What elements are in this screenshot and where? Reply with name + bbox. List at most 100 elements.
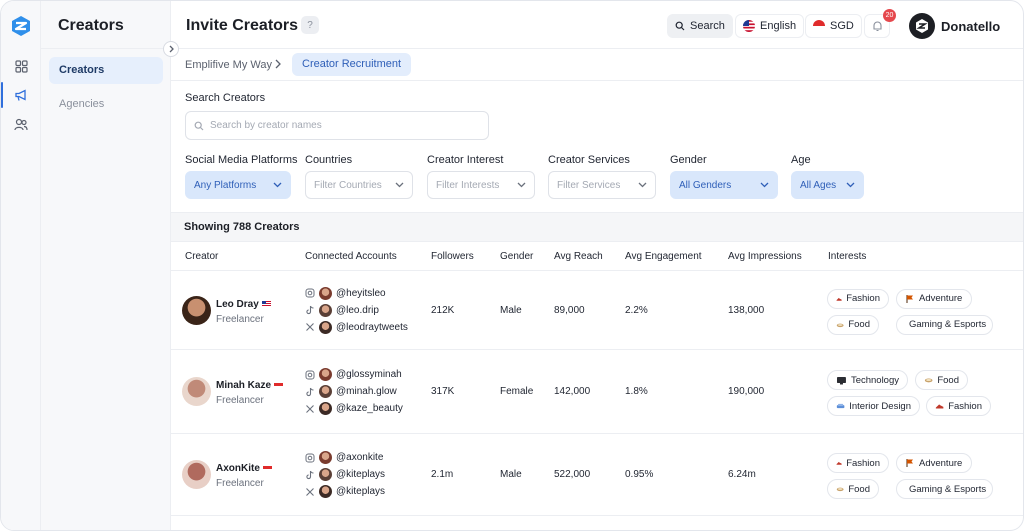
breadcrumb: Emplifive My Way Creator Recruitment [171,49,1023,81]
search-button-label: Search [690,20,725,32]
language-label: English [760,20,797,32]
interest-tag-food[interactable]: Food [827,479,879,499]
users-icon[interactable] [11,114,31,134]
language-selector[interactable]: English [735,14,805,38]
food-icon [836,487,844,492]
connected-account[interactable]: @leo.drip [305,303,379,317]
us-flag-icon [261,301,271,307]
column-header-impressions[interactable]: Avg Impressions [728,251,802,262]
filter-value: Any Platforms [194,179,257,191]
account-avatar [319,468,332,481]
interest-tag-interior-design[interactable]: Interior Design [827,396,920,416]
column-header-interests[interactable]: Interests [828,251,867,262]
sidebar-item-creators[interactable]: Creators [49,57,163,84]
interest-label: Fashion [846,457,880,469]
connected-account[interactable]: @kiteplays [305,485,385,498]
filter-value: Filter Interests [436,179,500,191]
creator-role: Freelancer [216,395,264,406]
connected-account[interactable]: @minah.glow [305,385,397,398]
cell-followers: 2.1m [431,469,454,480]
account-avatar [319,320,332,334]
column-header-followers[interactable]: Followers [431,251,474,262]
creator-name[interactable]: Leo Dray [216,299,271,310]
account-handle: @heyitsleo [336,287,386,299]
column-header-gender[interactable]: Gender [500,251,534,262]
filter-select-gender[interactable]: All Genders [670,171,778,199]
search-icon [675,21,685,31]
avatar [909,13,935,39]
search-input[interactable] [210,120,480,131]
column-header-creator[interactable]: Creator [185,251,219,262]
filter-select-service[interactable]: Filter Services [548,171,656,199]
column-header-engagement[interactable]: Avg Engagement [625,251,702,262]
interest-tag-gaming-esports[interactable]: Gaming & Esports [896,479,993,499]
avatar[interactable] [182,377,211,406]
results-summary: Showing 788 Creators [171,212,1023,242]
breadcrumb-current[interactable]: Creator Recruitment [292,53,412,76]
megaphone-icon[interactable] [1,82,31,108]
interest-tag-gaming-esports[interactable]: Gaming & Esports [896,314,993,335]
table-row[interactable]: AxonKite Freelancer @axonkite @kiteplays @ki… [171,434,1023,516]
sidebar-item-agencies[interactable]: Agencies [59,98,105,110]
creator-name-text: Leo Dray [216,298,259,310]
creator-name[interactable]: AxonKite [216,463,272,474]
filter-select-platform[interactable]: Any Platforms [185,171,291,199]
interest-tag-fashion[interactable]: Fashion [827,288,889,309]
connected-account[interactable]: @heyitsleo [305,286,386,300]
connected-account[interactable]: @glossyminah [305,368,402,381]
connected-account[interactable]: @axonkite [305,451,383,464]
interest-tag-adventure[interactable]: Adventure [896,288,972,309]
table-row[interactable]: Minah Kaze Freelancer @glossyminah @minah.g… [171,350,1023,434]
currency-selector[interactable]: SGD [805,14,862,38]
filter-label-service: Creator Services [548,154,630,166]
cell-followers: 212K [431,304,455,316]
interest-label: Fashion [948,400,982,412]
currency-label: SGD [830,20,854,32]
interest-tag-adventure[interactable]: Adventure [896,453,972,473]
help-icon[interactable]: ? [301,16,319,34]
creator-name[interactable]: Minah Kaze [216,380,284,391]
filter-select-country[interactable]: Filter Countries [305,171,413,199]
interest-tag-food[interactable]: Food [915,370,968,390]
chevron-down-icon [760,182,769,188]
user-menu[interactable]: Donatello [909,13,1000,39]
connected-account[interactable]: @leodraytweets [305,320,408,334]
connected-account[interactable]: @kaze_beauty [305,402,403,415]
icon-rail [1,1,41,530]
column-header-reach[interactable]: Avg Reach [554,251,603,262]
food-icon [924,378,933,383]
x-twitter-icon [306,323,314,331]
filter-select-age[interactable]: All Ages [791,171,864,199]
search-box[interactable] [185,111,489,140]
sofa-icon [836,403,845,409]
account-handle: @kiteplays [336,486,386,497]
interest-tag-technology[interactable]: Technology [827,370,908,390]
app-logo-icon[interactable] [10,15,32,37]
interest-tag-fashion[interactable]: Fashion [827,453,889,473]
cell-engagement: 2.2% [625,304,648,316]
breadcrumb-parent[interactable]: Emplifive My Way [185,59,272,71]
account-handle: @kiteplays [336,469,386,480]
notifications-button[interactable]: 20 [864,9,896,38]
avatar[interactable] [182,460,211,489]
interest-tag-fashion[interactable]: Fashion [926,396,991,416]
table-row[interactable]: Leo Dray Freelancer @heyitsleo @leo.drip @le… [171,271,1023,350]
account-avatar [319,485,332,498]
collapse-sidebar-button[interactable] [163,41,179,57]
dashboard-grid-icon[interactable] [11,56,31,76]
connected-account[interactable]: @kiteplays [305,468,385,481]
filter-select-interest[interactable]: Filter Interests [427,171,535,199]
account-handle: @glossyminah [336,369,402,380]
creator-name-text: Minah Kaze [216,380,272,391]
search-label: Search Creators [185,92,266,104]
account-avatar [319,286,332,300]
interest-tag-food[interactable]: Food [827,314,879,335]
instagram-icon [305,370,315,379]
account-avatar [319,402,332,415]
chevron-down-icon [846,182,855,188]
column-header-accounts[interactable]: Connected Accounts [305,251,397,262]
search-button[interactable]: Search [667,14,733,38]
account-handle: @minah.glow [336,386,397,397]
avatar[interactable] [182,295,211,325]
creator-name-text: AxonKite [216,463,260,474]
